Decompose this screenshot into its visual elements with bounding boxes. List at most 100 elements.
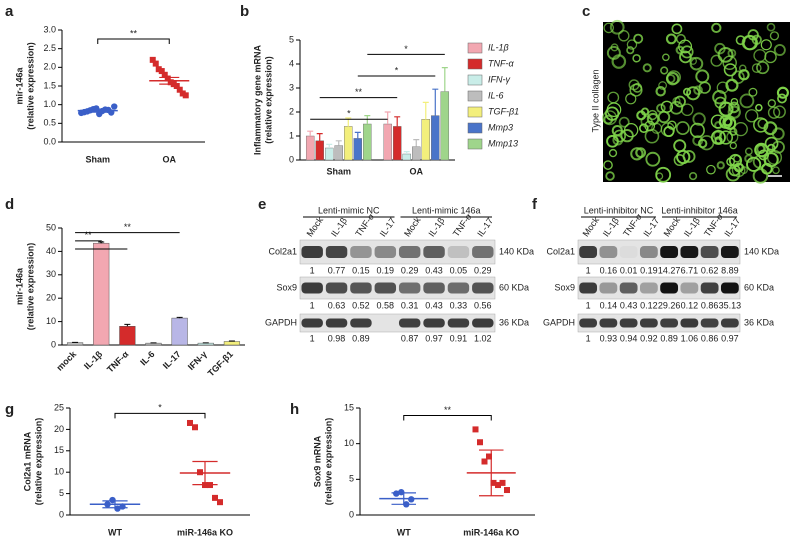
cell (761, 162, 773, 175)
panel-letter: e (258, 196, 266, 213)
cell (642, 63, 652, 73)
band (720, 318, 739, 328)
band (700, 246, 719, 258)
cell (769, 31, 780, 41)
cell (608, 148, 618, 158)
x-tick-label: mock (54, 348, 78, 372)
cell (658, 81, 667, 90)
band (301, 246, 323, 258)
protein-label: Sox9 (554, 282, 575, 292)
bar (93, 242, 110, 346)
data-point (504, 487, 510, 494)
cell (751, 63, 762, 74)
band-value: 1 (310, 300, 315, 310)
cell (660, 66, 669, 75)
band-value: 0.31 (401, 300, 419, 310)
significance-bracket (97, 38, 170, 44)
band-value: 0.86 (701, 333, 719, 343)
band (599, 318, 618, 328)
y-axis-label: Col2a1 mRNA (22, 431, 32, 491)
error-bar (192, 460, 218, 486)
cell (744, 147, 753, 156)
y-tick-label: 5 (59, 488, 64, 498)
cell (735, 35, 746, 46)
x-tick-label: TNF-α (105, 349, 131, 375)
bar (145, 342, 162, 346)
bar (315, 140, 324, 161)
cell (738, 64, 747, 73)
y-axis-label: mir-146a (14, 66, 24, 104)
y-axis-label: (relative expression) (33, 418, 43, 506)
band (374, 246, 397, 258)
bar (393, 126, 402, 161)
cell (605, 171, 615, 181)
lane-label: IL-1β (682, 216, 702, 239)
band-value: 0.92 (640, 333, 658, 343)
band-value: 14.27 (658, 265, 681, 275)
bar (197, 342, 214, 346)
error-bar (102, 500, 128, 509)
band (447, 318, 470, 328)
band-value: 0.43 (425, 300, 443, 310)
y-tick-label: 20 (46, 293, 56, 303)
bar (66, 342, 84, 346)
y-tick-label: 2 (289, 106, 294, 116)
y-tick-label: 10 (54, 467, 64, 477)
band (472, 282, 494, 294)
error-bar (335, 140, 342, 146)
legend-label: IL-1β (488, 42, 509, 52)
legend-swatch (467, 74, 483, 86)
data-point (499, 479, 506, 486)
data-point (114, 505, 121, 512)
band-value: 0.93 (600, 333, 618, 343)
band-value: 0.91 (450, 333, 468, 343)
y-tick-label: 10 (344, 438, 354, 448)
band-value: 1 (586, 333, 591, 343)
data-point (187, 419, 193, 426)
band (639, 318, 658, 328)
band (680, 282, 699, 294)
band (325, 246, 348, 258)
band-value: 0.77 (328, 265, 346, 275)
error-bar (384, 111, 391, 124)
size-label: 36 KDa (744, 317, 774, 327)
cell (609, 19, 625, 35)
error-bar (316, 133, 323, 141)
y-tick-label: 1 (289, 130, 294, 140)
lane-label: Mock (305, 215, 326, 239)
band (423, 318, 445, 328)
legend-label: TNF-α (488, 58, 514, 68)
cell (773, 44, 786, 56)
cell (697, 138, 708, 149)
cell (747, 29, 759, 41)
data-point (149, 56, 156, 63)
band-value: 0.12 (681, 300, 699, 310)
cell (716, 81, 729, 94)
band (639, 282, 658, 294)
data-point (111, 103, 118, 110)
band-value: 0.12 (640, 300, 658, 310)
cell (673, 154, 686, 167)
lane-label: IL-17 (475, 216, 495, 239)
band-value: 6.71 (681, 265, 699, 275)
data-point (109, 496, 116, 504)
band (447, 282, 470, 294)
error-bar (326, 143, 333, 148)
y-tick-label: 5 (349, 474, 354, 484)
data-point (490, 479, 497, 486)
band-value: 0.89 (660, 333, 678, 343)
band (301, 318, 323, 328)
x-tick-label: OA (163, 154, 177, 164)
cell (738, 69, 750, 81)
band-value: 0.43 (425, 265, 443, 275)
cell (733, 121, 748, 137)
y-tick-label: 40 (46, 246, 56, 256)
cell (692, 112, 706, 126)
y-axis-label: mir-146a (14, 267, 24, 305)
data-point (152, 60, 159, 67)
size-label: 140 KDa (499, 246, 534, 256)
error-bar (479, 449, 504, 497)
band-value: 0.14 (600, 300, 618, 310)
y-axis-label: (relative expression) (25, 42, 35, 130)
significance-bracket (114, 412, 206, 419)
